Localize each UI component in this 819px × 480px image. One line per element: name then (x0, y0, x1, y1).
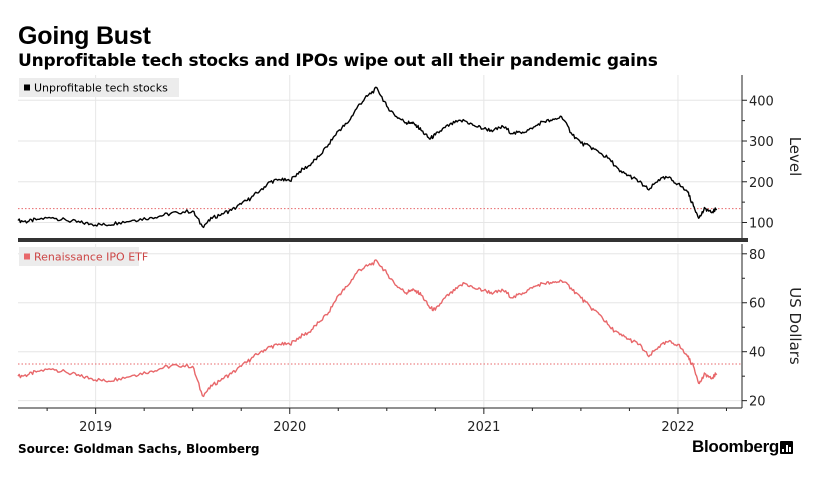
legend: Unprofitable tech stocks (19, 78, 179, 97)
bloomberg-terminal-icon (780, 441, 793, 454)
y-tick-label: 300 (749, 135, 774, 150)
panel-top: 100 200 300 400 Level Unprofitable tech stock… (17, 75, 804, 238)
panel-bottom: 20 40 60 80 US Dollars Renaissance IPO ETF (17, 244, 804, 410)
brand-logo-text: Bloomberg (691, 437, 779, 456)
panel-divider (18, 238, 748, 242)
legend-swatch (24, 253, 30, 260)
chart-title: Going Bust (18, 22, 151, 50)
legend-label: Renaissance IPO ETF (34, 251, 148, 264)
x-tick-label: 2020 (273, 420, 306, 435)
y-axis-title: US Dollars (786, 287, 804, 365)
x-tick-label: 2019 (79, 420, 112, 435)
legend-swatch (24, 84, 30, 91)
y-tick-label: 400 (749, 94, 774, 109)
x-tick-label: 2022 (661, 420, 694, 435)
series-line-top (17, 86, 718, 229)
series-line-bottom (17, 259, 718, 398)
legend-background (19, 78, 179, 97)
legend-background (19, 247, 139, 266)
legend: Renaissance IPO ETF (19, 247, 148, 266)
y-tick-label: 20 (749, 395, 766, 410)
y-tick-label: 40 (749, 346, 766, 361)
y-axis-title: Level (786, 137, 804, 177)
chart-subtitle: Unprofitable tech stocks and IPOs wipe o… (18, 51, 658, 71)
y-tick-label: 200 (749, 176, 774, 191)
legend-label: Unprofitable tech stocks (34, 82, 168, 95)
source-note: Source: Goldman Sachs, Bloomberg (18, 442, 260, 456)
y-tick-label: 60 (749, 297, 766, 312)
y-tick-label: 100 (749, 217, 774, 232)
y-tick-label: 80 (749, 248, 766, 263)
x-tick-label: 2021 (467, 420, 500, 435)
